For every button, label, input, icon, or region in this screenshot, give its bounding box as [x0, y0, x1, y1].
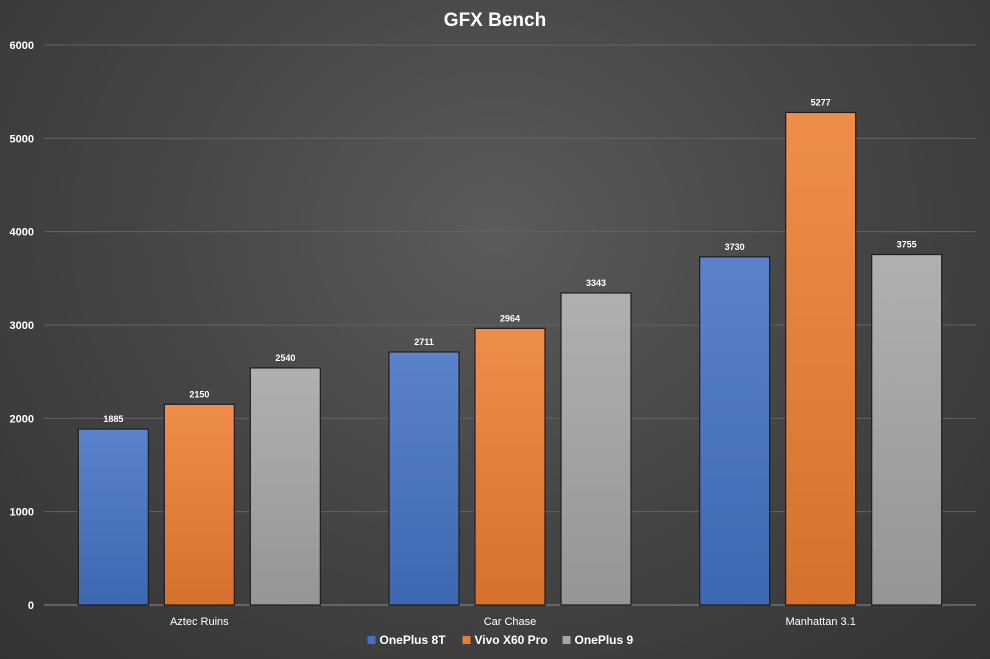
- bar-vivo-x60-pro: [785, 111, 857, 606]
- y-tick-label: 5000: [10, 133, 34, 145]
- legend-item: OnePlus 9: [562, 633, 634, 647]
- x-tick-label: Car Chase: [484, 616, 537, 628]
- data-labels: 1885 2150 2540 2711 2964 3343 3730 5277 3755: [103, 97, 916, 424]
- legend-item: Vivo X60 Pro: [462, 633, 548, 647]
- legend-label: Vivo X60 Pro: [475, 633, 548, 647]
- legend-item: OnePlus 8T: [367, 633, 447, 647]
- bar-oneplus-8t: [699, 256, 771, 606]
- legend-label: OnePlus 9: [575, 633, 634, 647]
- bar-vivo-x60-pro: [163, 403, 235, 606]
- data-label: 3755: [897, 240, 917, 250]
- data-label: 2540: [275, 353, 295, 363]
- x-axis-ticks: Aztec Ruins Car Chase Manhattan 3.1: [170, 616, 856, 628]
- data-label: 1885: [103, 414, 123, 424]
- y-tick-label: 0: [28, 600, 34, 612]
- bar-oneplus-9: [249, 367, 321, 606]
- y-tick-label: 3000: [10, 320, 34, 332]
- x-tick-label: Manhattan 3.1: [785, 616, 855, 628]
- chart-title: GFX Bench: [444, 10, 546, 31]
- data-label: 3343: [586, 278, 606, 288]
- data-label: 3730: [725, 242, 745, 252]
- y-tick-label: 1000: [10, 507, 34, 519]
- legend-swatch: [562, 636, 571, 644]
- legend-swatch: [462, 636, 471, 644]
- y-tick-label: 4000: [10, 227, 34, 239]
- data-label: 2964: [500, 313, 520, 323]
- bar-oneplus-8t: [388, 351, 460, 606]
- bar-oneplus-9: [871, 253, 943, 606]
- y-axis-ticks: 0 1000 2000 3000 4000 5000 6000: [10, 40, 34, 612]
- data-label: 2150: [189, 389, 209, 399]
- bars: [77, 111, 943, 606]
- bar-oneplus-8t: [77, 428, 149, 606]
- data-label: 2711: [414, 337, 434, 347]
- legend-swatch: [367, 636, 376, 644]
- y-tick-label: 6000: [10, 40, 34, 52]
- x-tick-label: Aztec Ruins: [170, 616, 229, 628]
- bar-vivo-x60-pro: [474, 327, 546, 606]
- bar-oneplus-9: [560, 292, 632, 606]
- data-label: 5277: [811, 97, 831, 107]
- legend: OnePlus 8T Vivo X60 Pro OnePlus 9: [367, 633, 634, 647]
- y-tick-label: 2000: [10, 413, 34, 425]
- legend-label: OnePlus 8T: [380, 633, 447, 647]
